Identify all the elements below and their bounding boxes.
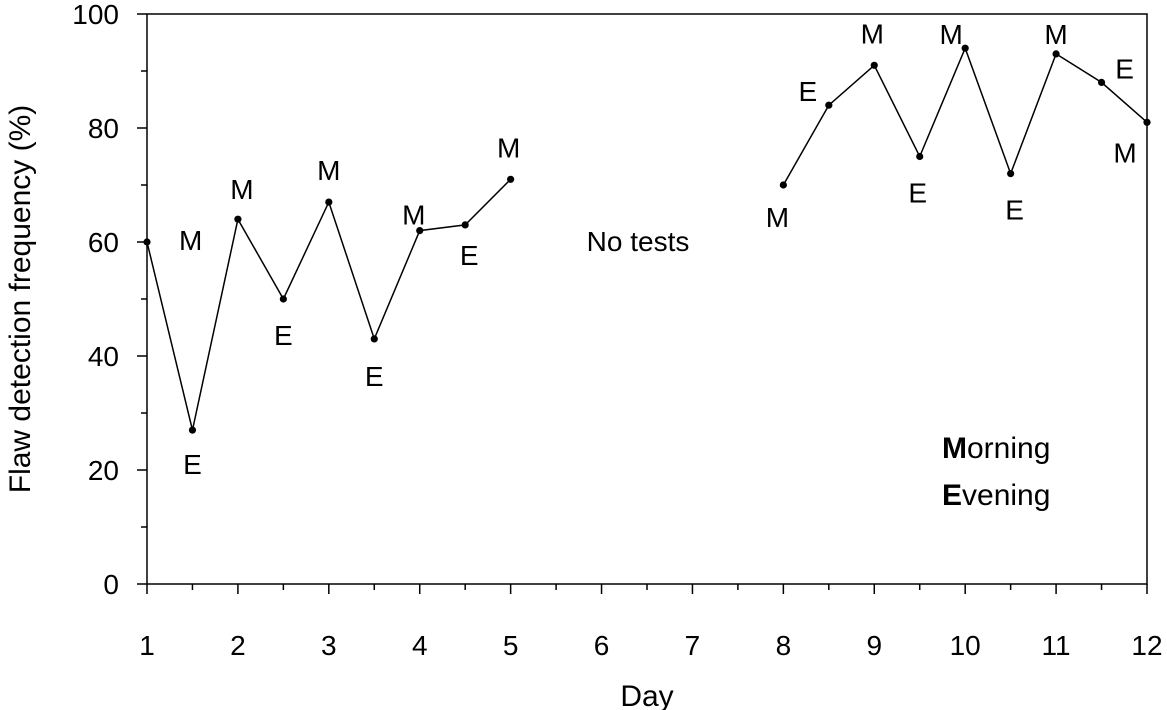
data-point-label: E xyxy=(365,361,384,392)
data-point-label: M xyxy=(1113,137,1136,168)
data-point-label: E xyxy=(908,178,927,209)
series-line xyxy=(146,178,512,431)
x-tick-label: 11 xyxy=(1042,630,1071,661)
data-point-label: M xyxy=(1044,19,1067,50)
data-point-label: E xyxy=(1005,195,1024,226)
data-point xyxy=(1143,118,1151,126)
data-points xyxy=(143,44,1151,434)
key-morning: Morning xyxy=(942,432,1050,465)
y-tick-label: 0 xyxy=(103,569,119,600)
x-tick-label: 4 xyxy=(412,630,428,661)
data-point-label: M xyxy=(402,200,425,231)
y-axis-title: Flaw detection frequency (%) xyxy=(4,105,37,494)
data-point-label: M xyxy=(179,225,202,256)
data-point-label: E xyxy=(183,449,202,480)
data-point-label: E xyxy=(274,320,293,351)
y-tick-label: 60 xyxy=(88,227,119,258)
data-point xyxy=(279,295,287,303)
data-point-label: E xyxy=(460,240,479,271)
data-point-label: E xyxy=(798,76,817,107)
data-point xyxy=(916,152,924,161)
data-point xyxy=(1052,50,1060,58)
x-tick-label: 7 xyxy=(685,630,701,661)
data-point-label: M xyxy=(497,132,520,163)
data-point xyxy=(370,335,378,343)
data-point xyxy=(507,175,515,183)
x-tick-label: 8 xyxy=(776,630,792,661)
data-point xyxy=(1097,78,1106,86)
x-axis-title: Day xyxy=(620,680,673,710)
data-point xyxy=(188,426,197,434)
data-point-label: M xyxy=(230,174,253,205)
series-line xyxy=(782,46,1148,186)
x-tick-label: 6 xyxy=(594,630,610,661)
data-point-label: M xyxy=(317,155,340,186)
x-tick-label: 12 xyxy=(1131,630,1162,661)
key-evening-rest: vening xyxy=(962,479,1050,512)
key-morning-initial: M xyxy=(942,432,967,465)
data-point-label: E xyxy=(1115,53,1134,84)
key-annotation: Morning Evening xyxy=(942,432,1050,512)
data-point xyxy=(779,181,787,189)
data-point-label: M xyxy=(766,202,789,233)
x-tick-label: 5 xyxy=(503,630,519,661)
y-tick-label: 100 xyxy=(72,0,119,30)
data-point xyxy=(325,198,333,206)
x-tick-label: 3 xyxy=(321,630,337,661)
data-point xyxy=(416,227,424,235)
x-tick-label: 2 xyxy=(230,630,246,661)
key-morning-rest: orning xyxy=(967,432,1050,465)
data-point-label: M xyxy=(940,19,963,50)
data-point xyxy=(461,221,469,229)
x-tick-label: 9 xyxy=(866,630,882,661)
data-point xyxy=(234,215,242,223)
no-tests-annotation: No tests xyxy=(587,226,690,257)
data-point xyxy=(961,44,969,52)
data-point xyxy=(1007,170,1015,178)
key-evening: Evening xyxy=(942,479,1050,512)
data-point xyxy=(143,238,151,246)
key-evening-initial: E xyxy=(942,479,962,512)
x-tick-label: 10 xyxy=(950,630,981,661)
data-point xyxy=(825,101,833,109)
y-tick-label: 40 xyxy=(88,341,119,372)
y-tick-label: 80 xyxy=(88,113,119,144)
data-point-label: M xyxy=(861,18,884,49)
y-tick-label: 20 xyxy=(88,455,119,486)
data-point xyxy=(870,61,878,69)
x-tick-label: 1 xyxy=(139,630,155,661)
